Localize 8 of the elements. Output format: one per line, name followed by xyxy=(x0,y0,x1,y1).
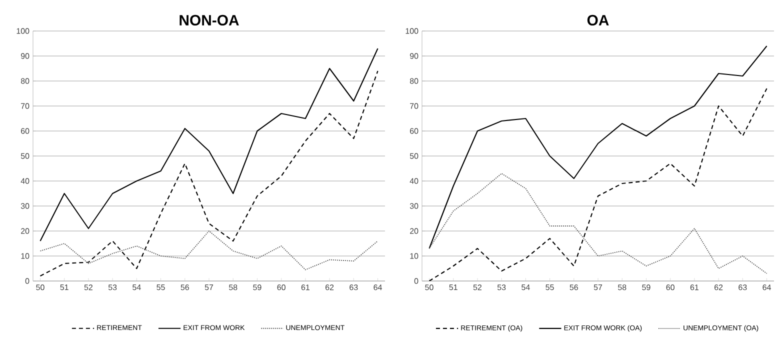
line-series xyxy=(428,173,768,274)
line-series xyxy=(40,48,378,242)
line-series xyxy=(428,45,768,250)
chart-title: OA xyxy=(587,14,609,26)
line-series xyxy=(40,70,378,277)
chart-title: NON-OA xyxy=(180,14,239,26)
line-series xyxy=(40,230,378,270)
line-series xyxy=(428,88,768,281)
